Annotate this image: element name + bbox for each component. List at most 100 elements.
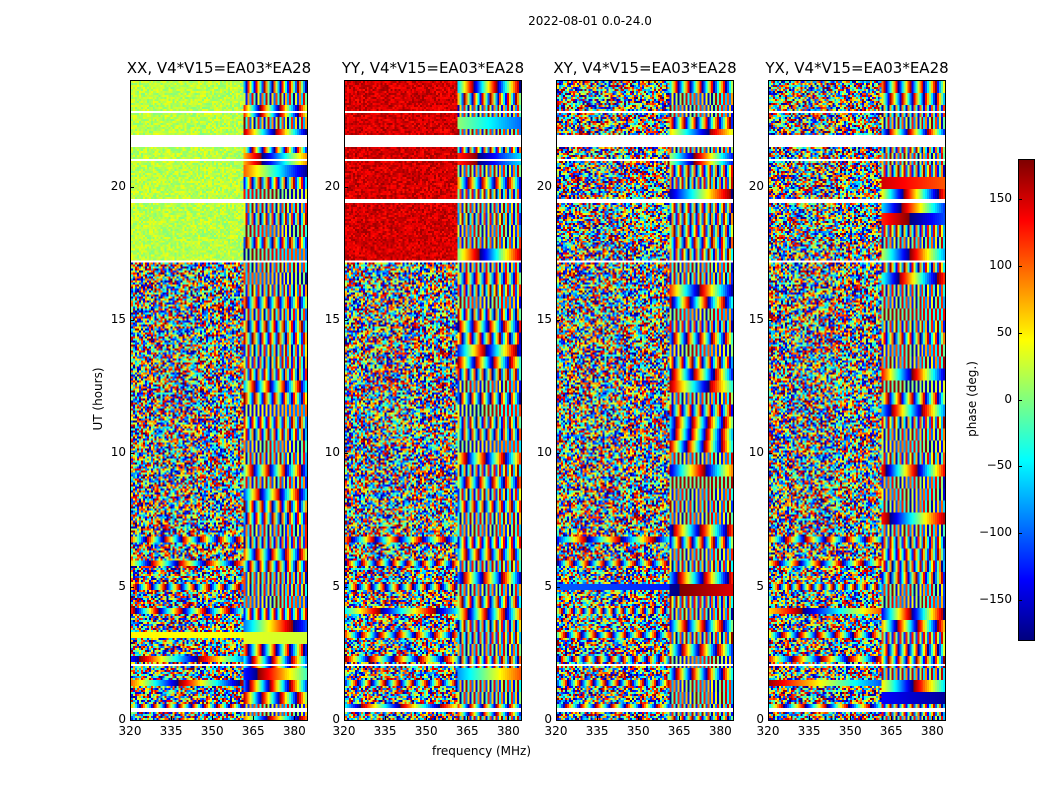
x-tick-mark: [932, 716, 934, 720]
x-tick-mark: [768, 716, 769, 720]
y-tick-mark: [556, 453, 560, 455]
colorbar-tick-mark: [1018, 599, 1022, 601]
x-tick-mark: [508, 716, 510, 720]
x-tick-mark: [597, 716, 599, 720]
x-tick-label: 320: [756, 724, 780, 738]
y-tick-label: 0: [756, 712, 764, 726]
x-tick-label: 380: [282, 724, 306, 738]
x-tick-label: 380: [708, 724, 732, 738]
colorbar-tick-label: 0: [1004, 391, 1012, 406]
y-tick-label: 20: [324, 178, 340, 193]
x-tick-label: 335: [797, 724, 821, 738]
y-tick-mark: [130, 720, 134, 721]
x-tick-mark: [679, 716, 681, 720]
panel-title: YY, V4*V15=EA03*EA28: [341, 59, 525, 77]
y-tick-label: 0: [332, 712, 340, 726]
x-tick-label: 350: [838, 724, 862, 738]
suptitle: 2022-08-01 0.0-24.0: [528, 14, 652, 28]
x-tick-mark: [212, 716, 214, 720]
heatmap-panel: [344, 80, 522, 721]
colorbar-tick-label: 100: [989, 257, 1012, 272]
y-tick-mark: [768, 586, 772, 588]
y-tick-mark: [556, 586, 560, 588]
x-tick-mark: [467, 716, 469, 720]
y-tick-mark: [130, 186, 134, 188]
y-tick-label: 15: [536, 312, 552, 326]
x-tick-mark: [426, 716, 428, 720]
x-axis-label: frequency (MHz): [432, 744, 532, 758]
heatmap-panel: [768, 80, 946, 721]
y-tick-label: 10: [748, 445, 764, 460]
x-tick-mark: [344, 716, 345, 720]
y-tick-label: 5: [544, 578, 552, 593]
y-tick-label: 0: [118, 712, 126, 726]
y-tick-mark: [344, 186, 348, 188]
colorbar-tick-label: 50: [996, 324, 1012, 339]
colorbar-tick-label: −50: [986, 458, 1012, 473]
colorbar-tick-mark: [1018, 332, 1022, 334]
x-tick-mark: [891, 716, 893, 720]
y-tick-label: 20: [748, 178, 764, 193]
x-tick-mark: [809, 716, 811, 720]
x-tick-label: 380: [920, 724, 944, 738]
colorbar-tick-mark: [1018, 199, 1022, 201]
y-tick-label: 15: [324, 312, 340, 326]
heatmap-panel: [556, 80, 734, 721]
y-tick-label: 5: [332, 578, 340, 593]
y-tick-mark: [130, 586, 134, 588]
y-tick-label: 10: [110, 445, 126, 460]
y-axis-label: UT (hours): [91, 367, 105, 431]
y-tick-label: 10: [536, 445, 552, 460]
y-tick-mark: [556, 720, 560, 721]
heatmap-panel: [130, 80, 308, 721]
colorbar-tick-label: −150: [979, 591, 1012, 606]
x-tick-mark: [385, 716, 387, 720]
colorbar-tick-mark: [1018, 265, 1022, 267]
x-tick-mark: [294, 716, 296, 720]
y-tick-mark: [768, 186, 772, 188]
x-tick-label: 350: [200, 724, 224, 738]
x-tick-label: 335: [585, 724, 609, 738]
colorbar-tick-mark: [1018, 399, 1022, 401]
x-tick-label: 320: [544, 724, 568, 738]
x-tick-mark: [850, 716, 852, 720]
y-tick-label: 15: [748, 312, 764, 326]
x-tick-label: 380: [496, 724, 520, 738]
y-tick-mark: [344, 586, 348, 588]
y-tick-label: 5: [756, 578, 764, 593]
panel-title: XX, V4*V15=EA03*EA28: [126, 59, 312, 77]
x-tick-label: 365: [667, 724, 691, 738]
x-tick-label: 365: [241, 724, 265, 738]
x-tick-label: 350: [414, 724, 438, 738]
y-tick-label: 10: [324, 445, 340, 460]
y-tick-mark: [130, 453, 134, 455]
y-tick-label: 15: [110, 312, 126, 326]
y-tick-label: 5: [118, 578, 126, 593]
y-tick-mark: [768, 453, 772, 455]
x-tick-label: 350: [626, 724, 650, 738]
x-tick-label: 365: [879, 724, 903, 738]
x-tick-label: 365: [455, 724, 479, 738]
x-tick-mark: [720, 716, 722, 720]
colorbar-tick-label: −100: [979, 525, 1012, 540]
y-tick-mark: [556, 320, 560, 321]
y-tick-mark: [344, 453, 348, 455]
x-tick-mark: [130, 716, 131, 720]
y-tick-label: 20: [110, 178, 126, 193]
y-tick-mark: [344, 320, 348, 321]
x-tick-label: 320: [118, 724, 142, 738]
panel-title: YX, V4*V15=EA03*EA28: [765, 59, 949, 77]
colorbar-tick-mark: [1018, 533, 1022, 535]
x-tick-mark: [253, 716, 255, 720]
x-tick-mark: [556, 716, 557, 720]
y-tick-mark: [344, 720, 348, 721]
panel-title: XY, V4*V15=EA03*EA28: [553, 59, 737, 77]
colorbar-tick-label: 150: [989, 191, 1012, 206]
x-tick-mark: [171, 716, 173, 720]
y-tick-label: 20: [536, 178, 552, 193]
x-tick-label: 335: [373, 724, 397, 738]
x-tick-mark: [638, 716, 640, 720]
x-tick-label: 335: [159, 724, 183, 738]
colorbar-tick-mark: [1018, 466, 1022, 468]
y-tick-label: 0: [544, 712, 552, 726]
